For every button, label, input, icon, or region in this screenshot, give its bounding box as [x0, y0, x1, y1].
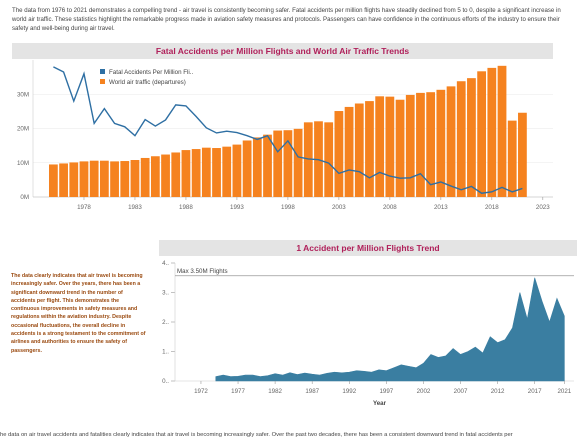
footer-paragraph: he data on air travel accidents and fata… — [0, 432, 513, 438]
chart2-area — [215, 277, 565, 382]
chart1-x-tick-label: 1988 — [179, 204, 193, 211]
legend-label-accidents: Fatal Accidents Per Million Fli.. — [109, 69, 194, 76]
chart1-y-tick-label: 30M — [17, 91, 29, 98]
chart1-bar — [59, 163, 68, 197]
chart1-bar — [273, 130, 283, 197]
chart2-x-axis-label: Year — [373, 400, 387, 407]
chart2-y-tick-label: 2.. — [162, 319, 169, 326]
chart1-bar — [69, 162, 79, 197]
chart1-y-tick-label: 0M — [20, 194, 29, 201]
chart1-bar — [324, 122, 334, 197]
chart1-title: Fatal Accidents per Million Flights and … — [12, 43, 553, 59]
chart1-bar — [232, 144, 242, 197]
chart1-x-tick-label: 2003 — [332, 204, 346, 211]
legend-swatch-traffic — [100, 79, 105, 84]
chart2-max-annotation: Max 3.50M Flights — [177, 268, 228, 275]
chart2-x-tick-label: 1997 — [379, 388, 393, 395]
chart2-x-tick-label: 1977 — [231, 388, 245, 395]
chart1-bar — [395, 99, 405, 197]
chart2-y-tick-label: 4.. — [162, 260, 169, 267]
chart1-bar — [242, 140, 252, 197]
chart1-bar — [456, 81, 466, 197]
chart2-y-tick-label: 3.. — [162, 290, 169, 297]
chart1-bar — [487, 67, 497, 197]
chart1-x-tick-label: 2008 — [383, 204, 397, 211]
chart2-y-tick-label: 0.. — [162, 378, 169, 385]
chart1-bar — [446, 86, 456, 197]
chart1-bar — [467, 78, 476, 197]
chart1-bar — [212, 148, 221, 197]
chart2-x-tick-label: 1987 — [305, 388, 319, 395]
chart2-x-tick-label: 1992 — [342, 388, 356, 395]
side-note: The data clearly indicates that air trav… — [11, 273, 146, 354]
intro-paragraph: The data from 1976 to 2021 demonstrates … — [12, 7, 561, 32]
chart1-bar — [477, 71, 487, 197]
chart1-bar — [201, 147, 211, 197]
chart1-bar — [120, 161, 130, 197]
chart1-x-tick-label: 2023 — [536, 204, 550, 211]
chart1-x-tick-label: 1983 — [128, 204, 142, 211]
chart1-bar — [252, 137, 262, 197]
chart1-bar — [436, 89, 446, 197]
chart1-bar — [150, 156, 160, 197]
chart1-bar — [385, 96, 395, 197]
chart2-x-tick-label: 2017 — [528, 388, 542, 395]
chart1-bar — [79, 161, 89, 197]
chart1-bar — [263, 134, 272, 197]
chart1-x-tick-label: 1993 — [230, 204, 244, 211]
chart2-x-tick-label: 2002 — [417, 388, 431, 395]
legend-label-traffic: World air traffic (departures) — [109, 79, 186, 86]
chart1-bar — [293, 128, 303, 197]
chart1-y-tick-label: 10M — [17, 160, 29, 167]
chart2-x-tick-label: 1982 — [268, 388, 282, 395]
chart1-bar — [354, 103, 364, 197]
chart2-x-tick-label: 2021 — [557, 388, 571, 395]
chart1-bar — [405, 94, 415, 197]
chart1-bar — [161, 154, 170, 197]
chart1-bar — [426, 92, 436, 197]
chart2-x-tick-label: 2012 — [491, 388, 505, 395]
chart1-x-tick-label: 1978 — [77, 204, 91, 211]
chart1-bar — [130, 160, 140, 197]
chart1-bar — [416, 92, 425, 197]
chart1-accident-line — [53, 66, 523, 194]
chart1-bar — [365, 101, 374, 197]
chart1-bar — [49, 164, 58, 197]
chart2-y-tick-label: 1.. — [162, 349, 169, 356]
chart1-bar — [497, 65, 507, 197]
chart1-bar — [283, 130, 293, 197]
chart1-bar — [110, 161, 119, 197]
chart1-bar — [518, 112, 527, 197]
chart1-bar — [375, 96, 385, 197]
chart2-title: 1 Accident per Million Flights Trend — [159, 240, 577, 256]
chart1-bar — [99, 160, 109, 197]
chart1-bar — [334, 111, 344, 197]
chart1-bar — [181, 150, 191, 197]
chart1-bar — [89, 160, 99, 197]
chart1-bar — [171, 152, 181, 197]
chart1-bar — [140, 157, 150, 197]
chart2-x-tick-label: 1972 — [194, 388, 208, 395]
chart1-y-tick-label: 20M — [17, 126, 29, 133]
chart1-x-tick-label: 2013 — [434, 204, 448, 211]
chart1-bar — [222, 146, 232, 197]
chart1-x-tick-label: 1998 — [281, 204, 295, 211]
chart1-bar — [507, 120, 517, 197]
chart1-bar — [344, 106, 354, 197]
chart2-x-tick-label: 2007 — [454, 388, 468, 395]
chart1-x-tick-label: 2018 — [485, 204, 499, 211]
chart1-bar — [191, 149, 201, 197]
legend-swatch-accidents — [100, 69, 105, 74]
